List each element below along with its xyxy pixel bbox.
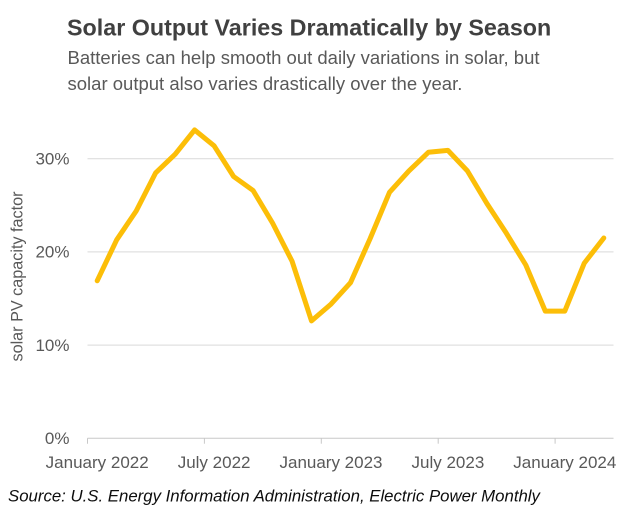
svg-text:solar PV capacity factor: solar PV capacity factor (9, 191, 27, 362)
svg-text:January 2024: January 2024 (513, 453, 616, 472)
svg-text:July 2023: July 2023 (412, 453, 485, 472)
svg-text:July 2022: July 2022 (178, 453, 251, 472)
svg-text:Solar Output Varies Dramatical: Solar Output Varies Dramatically by Seas… (67, 15, 551, 41)
svg-text:Batteries can help smooth out: Batteries can help smooth out daily vari… (68, 47, 540, 68)
svg-text:20%: 20% (35, 243, 69, 262)
svg-text:Source: U.S. Energy Informatio: Source: U.S. Energy Information Administ… (8, 487, 542, 506)
svg-text:10%: 10% (35, 336, 69, 355)
svg-text:0%: 0% (45, 429, 70, 448)
svg-text:solar output also varies drast: solar output also varies drastically ove… (68, 73, 463, 94)
svg-text:January 2023: January 2023 (279, 453, 382, 472)
svg-text:30%: 30% (35, 149, 69, 168)
svg-text:January 2022: January 2022 (46, 453, 149, 472)
